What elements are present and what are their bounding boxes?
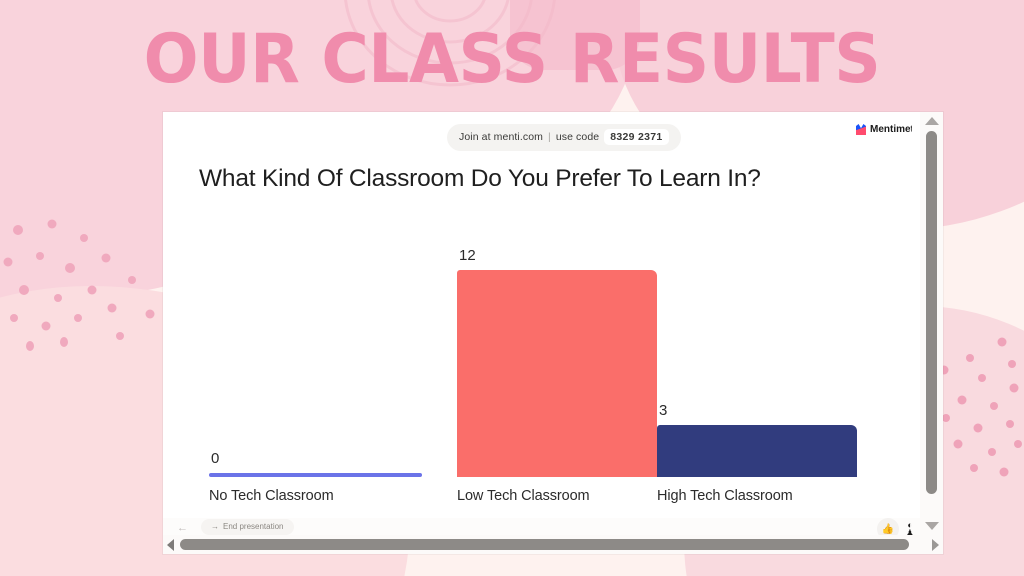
join-code: 8329 2371 — [604, 129, 669, 145]
triangle-left-icon[interactable] — [167, 538, 174, 551]
bar-2 — [657, 425, 857, 477]
mentimeter-logo-icon — [856, 124, 866, 135]
bar-group-2: 3 High Tech Classroom — [657, 402, 857, 504]
bar-chart: 0 No Tech Classroom 12 Low Tech Classroo… — [199, 222, 899, 504]
participants-icon[interactable]: ◐ ♟ — [905, 520, 914, 538]
triangle-up-icon[interactable] — [924, 117, 939, 125]
bar-group-1: 12 Low Tech Classroom — [457, 247, 657, 504]
presentation-toolbar: ← → End presentation 👍 ◐ ♟ — [163, 518, 920, 540]
bar-label-1: Low Tech Classroom — [457, 488, 590, 504]
toolbar-right-controls: 👍 ◐ ♟ — [876, 518, 914, 540]
rounded-square-decoration — [510, 0, 640, 70]
thumbs-up-icon[interactable]: 👍 — [876, 518, 899, 540]
bar-value-2: 3 — [659, 402, 668, 419]
arrow-right-icon: → — [211, 522, 219, 531]
horizontal-scrollbar[interactable] — [163, 535, 943, 554]
bar-1 — [457, 270, 657, 477]
horizontal-scroll-thumb[interactable] — [180, 539, 909, 550]
bar-label-2: High Tech Classroom — [657, 488, 793, 504]
bar-value-1: 12 — [459, 247, 476, 264]
bar-0 — [209, 473, 422, 477]
arrow-left-icon[interactable]: ← — [177, 522, 188, 534]
triangle-down-icon[interactable] — [924, 522, 939, 530]
bar-group-0: 0 No Tech Classroom — [209, 450, 422, 504]
vertical-scroll-thumb[interactable] — [926, 131, 937, 494]
swirl-decoration-icon — [344, 0, 556, 87]
join-banner: Join at menti.com | use code 8329 2371 — [447, 124, 681, 151]
vertical-scrollbar[interactable] — [920, 112, 943, 535]
join-banner-separator: | — [547, 131, 551, 143]
mentimeter-wordmark: Mentimeter — [870, 124, 912, 135]
end-presentation-button[interactable]: → End presentation — [201, 519, 294, 535]
question-title: What Kind Of Classroom Do You Prefer To … — [199, 165, 761, 192]
page-title: OUR CLASS RESULTS — [143, 20, 881, 99]
use-code-label: use code — [555, 131, 600, 143]
join-url-text: Join at menti.com — [459, 131, 543, 143]
bar-label-0: No Tech Classroom — [209, 488, 334, 504]
presentation-panel: Join at menti.com | use code 8329 2371 M… — [163, 112, 943, 554]
dot-confetti-left — [3, 219, 155, 351]
mentimeter-logo: Mentimeter — [856, 124, 912, 135]
slide-canvas: Join at menti.com | use code 8329 2371 M… — [163, 112, 920, 518]
triangle-right-icon[interactable] — [932, 538, 939, 551]
bar-value-0: 0 — [211, 450, 220, 467]
end-presentation-label: End presentation — [223, 522, 284, 531]
